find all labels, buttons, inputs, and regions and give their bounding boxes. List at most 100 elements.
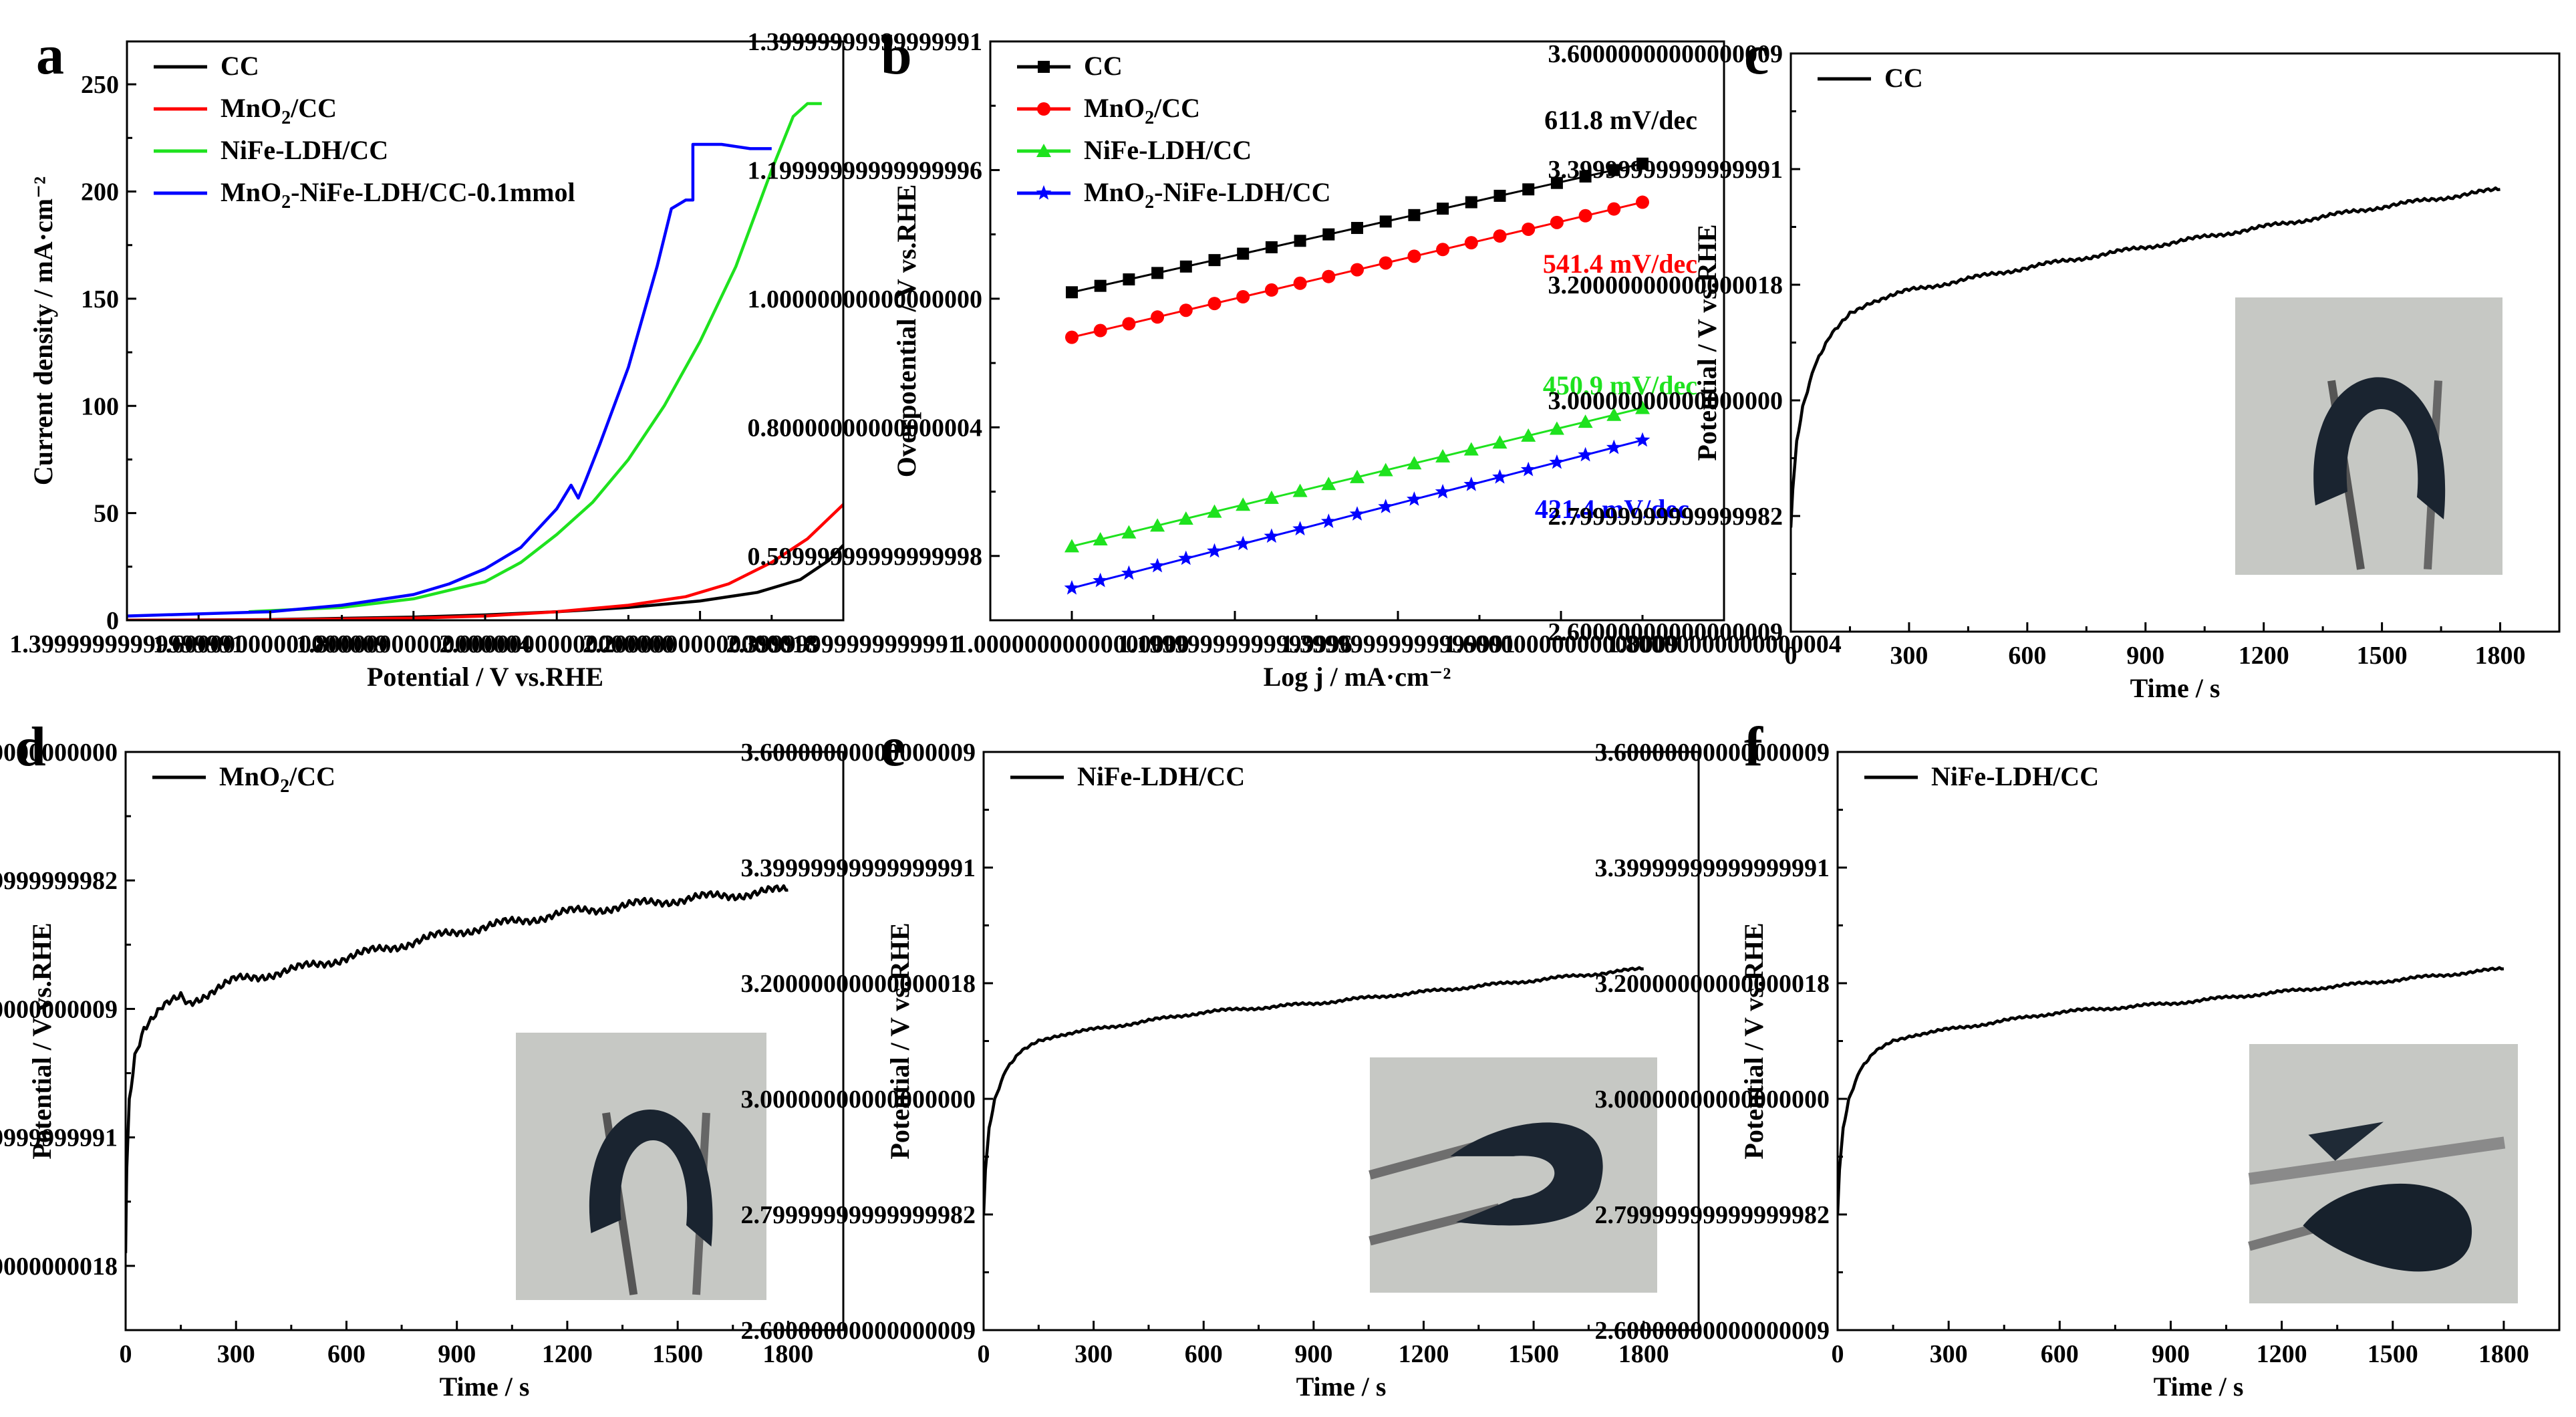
legend-label: CC [1884, 63, 1923, 93]
series-line-0 [1838, 966, 2505, 1215]
legend-entry: MnO2/CC [152, 761, 335, 797]
x-tick-label: 300 [217, 1340, 255, 1368]
panel-label: b [881, 24, 912, 86]
data-point [1636, 195, 1649, 209]
data-point [1093, 572, 1109, 588]
y-tick-label: 150 [81, 285, 119, 313]
legend-entry: NiFe-LDH/CC [1864, 761, 2099, 791]
legend-label: MnO2-NiFe-LDH/CC-0.1mmol [221, 177, 575, 213]
series-line-2 [249, 102, 822, 614]
legend-label-main: MnO [219, 761, 280, 791]
data-point [1520, 461, 1536, 477]
x-tick-label: 600 [1185, 1340, 1223, 1368]
data-point [1407, 249, 1421, 263]
x-tick-label: 300 [1930, 1340, 1968, 1368]
inset-photo-background [1370, 1057, 1657, 1293]
legend-label-sub: 2 [1145, 108, 1154, 128]
legend-label-main: CC [1884, 63, 1923, 93]
carbon-cloth-in-tweezers-photo [1369, 1057, 1657, 1293]
legend-label-rest: /CC [290, 93, 337, 123]
plot-area [126, 884, 789, 1253]
x-tick-label: 1200 [1398, 1340, 1449, 1368]
y-tick-label: 2.60000000000000009 [741, 1317, 976, 1345]
data-point [1178, 511, 1193, 525]
y-tick-label: 2.79999999999999982 [1548, 503, 1783, 531]
y-tick-label: 3.20000000000000018 [1595, 970, 1830, 998]
data-point [1349, 506, 1365, 521]
data-point [1264, 528, 1280, 543]
x-tick-label: 600 [2041, 1340, 2079, 1368]
data-point [1036, 185, 1052, 200]
data-point [1178, 550, 1194, 565]
legend-label: NiFe-LDH/CC [221, 135, 388, 165]
panel-d: d 0 300 600 900 1200 1500 1800 2.200000000000000… [0, 716, 845, 1402]
tweezer-arm-icon [2248, 1136, 2506, 1185]
slope-annotation: 421.4 mV/dec [1535, 494, 1689, 524]
legend-label: CC [221, 51, 259, 81]
y-axis-label: Potential / V vs.RHE [885, 922, 915, 1159]
legend-label-rest: -NiFe-LDH/CC [1154, 177, 1330, 207]
data-point [1549, 421, 1564, 435]
panel-a: a1.399999999999999911.600000000000000091… [9, 24, 961, 692]
legend-label: MnO2-NiFe-LDH/CC [1084, 177, 1331, 213]
legend-entry: CC [1818, 63, 1923, 93]
data-point [1549, 454, 1565, 469]
data-point [1093, 532, 1108, 546]
legend-entry: MnO2-NiFe-LDH/CC-0.1mmol [154, 177, 575, 213]
panel-label: e [881, 716, 905, 778]
y-tick-label: 3.39999999999999991 [1595, 854, 1830, 882]
data-point [1265, 241, 1278, 253]
data-point [1606, 439, 1622, 455]
legend-label: NiFe-LDH/CC [1077, 761, 1245, 791]
data-point [1463, 477, 1479, 491]
panel-label: d [15, 716, 46, 778]
legend-entry: CC [154, 51, 259, 81]
panel-label: a [36, 24, 64, 86]
data-point [1350, 263, 1364, 277]
y-tick-label: 1.39999999999999991 [748, 28, 983, 56]
x-tick-label: 1.80000000000000004 [1606, 630, 1842, 658]
x-tick-label: 900 [2152, 1340, 2190, 1368]
data-point [1207, 543, 1222, 558]
x-tick-label: 1200 [2257, 1340, 2307, 1368]
panel-c: c 0 300 600 900 1200 1500 1800 2.600000000000000… [1548, 24, 2561, 703]
legend-entry: MnO2/CC [1017, 93, 1200, 128]
y-axis-label: Potential / V vs.RHE [1692, 224, 1722, 461]
slope-annotation: 450.9 mV/dec [1543, 370, 1697, 400]
data-point [1235, 535, 1251, 551]
data-point [1321, 477, 1336, 491]
x-axis-label: Potential / V vs.RHE [367, 662, 603, 692]
data-point [1608, 164, 1620, 176]
data-point [1179, 303, 1193, 317]
data-point [1123, 273, 1135, 286]
x-axis-label: Time / s [1296, 1372, 1387, 1402]
legend-label-sub: 2 [281, 108, 291, 128]
data-point [1550, 215, 1564, 229]
y-tick-label: 3.20000000000000018 [741, 970, 976, 998]
y-axis-label: Overpotential / V vs.RHE [891, 184, 921, 478]
legend-entry: MnO2-NiFe-LDH/CC [1017, 177, 1331, 213]
x-axis-label: Time / s [2130, 673, 2221, 703]
panel-label: c [1744, 24, 1769, 86]
legend-label-main: MnO [221, 93, 281, 123]
legend-label-rest: -NiFe-LDH/CC-0.1mmol [291, 177, 575, 207]
data-point [1521, 428, 1536, 442]
series-line-0 [1791, 186, 2500, 528]
data-point [1322, 228, 1335, 241]
x-tick-label: 0 [978, 1340, 990, 1368]
carbon-cloth-icon [2313, 377, 2446, 519]
data-point [1121, 525, 1137, 539]
data-point [1435, 484, 1451, 499]
y-tick-label: 0 [106, 607, 119, 635]
legend-label: CC [1084, 51, 1123, 81]
x-axis-label: Log j / mA·cm⁻² [1264, 662, 1451, 692]
x-tick-label: 1.39999999999999991 [1280, 630, 1516, 658]
data-point [1435, 448, 1451, 463]
data-point [1237, 247, 1250, 260]
data-point [1578, 414, 1593, 428]
legend-label-main: NiFe-LDH/CC [1084, 135, 1252, 165]
data-point [1634, 432, 1651, 447]
carbon-cloth-icon [2303, 1183, 2472, 1272]
